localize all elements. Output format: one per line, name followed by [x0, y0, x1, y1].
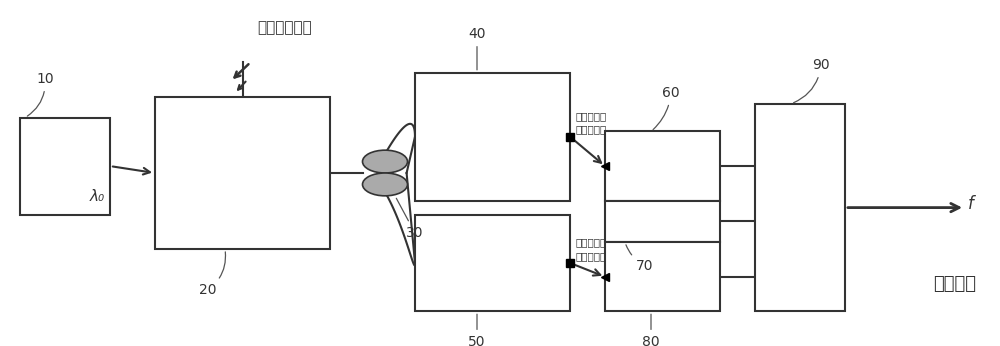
- Text: f: f: [968, 195, 974, 213]
- Ellipse shape: [362, 173, 408, 196]
- Text: 90: 90: [794, 58, 830, 103]
- Text: 10: 10: [27, 72, 54, 116]
- Text: 微波频率: 微波频率: [934, 275, 976, 293]
- Bar: [605, 131, 720, 201]
- Bar: [605, 242, 720, 311]
- Ellipse shape: [362, 150, 408, 173]
- Text: 50: 50: [468, 314, 486, 346]
- Text: 20: 20: [199, 252, 226, 297]
- Bar: [415, 215, 570, 311]
- Bar: [155, 97, 330, 249]
- Bar: [20, 118, 110, 215]
- Text: 40: 40: [468, 27, 486, 70]
- Text: 第一个滤波
器的输出端: 第一个滤波 器的输出端: [575, 111, 606, 135]
- Bar: [755, 104, 845, 311]
- Text: 70: 70: [626, 245, 654, 273]
- Text: 待测微波信号: 待测微波信号: [258, 20, 312, 35]
- Bar: [415, 73, 570, 201]
- Text: 60: 60: [653, 86, 680, 130]
- Bar: [605, 201, 720, 242]
- Text: λ₀: λ₀: [90, 189, 105, 204]
- Text: 80: 80: [642, 314, 660, 346]
- Text: 30: 30: [396, 198, 424, 240]
- Text: 第二个滤波
器的输出端: 第二个滤波 器的输出端: [575, 237, 606, 261]
